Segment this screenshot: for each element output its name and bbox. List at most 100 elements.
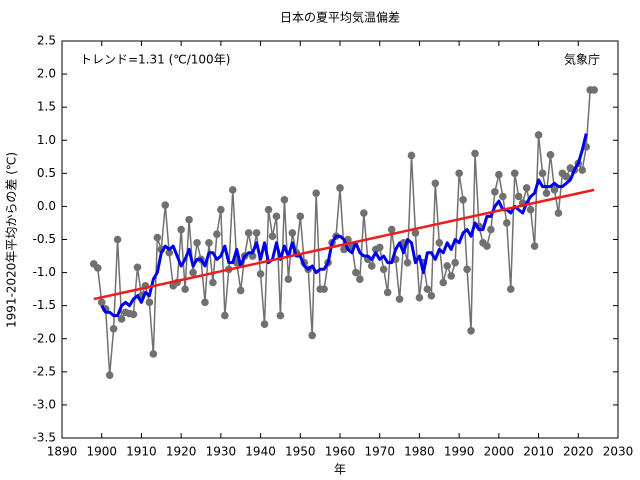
- data-point: [506, 285, 515, 293]
- data-point: [483, 242, 491, 250]
- data-point: [514, 192, 523, 201]
- data-point: [487, 225, 495, 234]
- data-point: [244, 229, 253, 237]
- data-point: [427, 291, 436, 300]
- y-tick-label: -0.5: [33, 232, 56, 246]
- data-point: [463, 265, 471, 274]
- data-point: [352, 268, 360, 277]
- data-point: [213, 230, 221, 239]
- data-point: [522, 184, 531, 192]
- y-tick-label: -2.5: [33, 364, 56, 378]
- data-point: [129, 310, 138, 319]
- data-point: [530, 242, 539, 250]
- data-point: [534, 131, 543, 139]
- data-point: [181, 285, 189, 293]
- y-tick-label: -1.0: [33, 265, 56, 279]
- data-point: [252, 229, 261, 237]
- data-point: [296, 212, 305, 221]
- y-tick-label: 0.0: [37, 199, 56, 213]
- data-point: [383, 288, 392, 297]
- data-point: [439, 278, 448, 287]
- chart-title: 日本の夏平均気温偏差: [280, 10, 400, 25]
- y-tick-label: 0.5: [37, 166, 56, 180]
- data-point: [113, 235, 122, 244]
- data-point: [221, 311, 229, 320]
- data-point: [145, 298, 154, 307]
- data-point: [201, 298, 209, 307]
- data-point: [554, 209, 563, 217]
- x-tick-label: 1950: [285, 445, 316, 459]
- y-tick-label: 1.0: [37, 133, 56, 147]
- data-point: [308, 331, 317, 340]
- data-point: [105, 371, 114, 379]
- data-point: [590, 86, 598, 94]
- data-point: [415, 293, 424, 302]
- y-axis-label: 1991-2020年平均からの差 (℃): [5, 152, 19, 328]
- data-point: [185, 215, 193, 224]
- data-point: [423, 285, 432, 293]
- x-tick-label: 1960: [325, 445, 356, 459]
- data-point: [209, 278, 217, 287]
- data-point: [435, 239, 444, 247]
- data-point: [491, 188, 499, 196]
- data-point: [284, 275, 293, 284]
- x-tick-label: 1890: [47, 445, 78, 459]
- x-tick-label: 1980: [404, 445, 435, 459]
- annotation: 気象庁: [564, 52, 600, 67]
- data-point: [395, 295, 404, 303]
- data-point: [542, 189, 551, 197]
- data-point: [256, 270, 265, 278]
- x-tick-label: 1920: [166, 445, 197, 459]
- data-point: [268, 232, 277, 240]
- data-point: [217, 205, 225, 214]
- data-point: [411, 229, 420, 237]
- y-tick-label: 1.5: [37, 100, 56, 114]
- data-point: [510, 169, 519, 178]
- data-point: [562, 172, 571, 181]
- data-point: [336, 184, 344, 192]
- series-line: [93, 188, 595, 301]
- data-point: [360, 209, 368, 217]
- data-point: [495, 170, 503, 179]
- x-tick-label: 2000: [484, 445, 515, 459]
- series-line: [93, 89, 595, 376]
- annotation: トレンド=1.31 (℃/100年): [80, 53, 230, 67]
- data-point: [550, 186, 559, 194]
- y-tick-label: -2.0: [33, 331, 56, 345]
- x-tick-label: 2030: [603, 445, 634, 459]
- data-point: [312, 189, 320, 197]
- x-tick-label: 1900: [86, 445, 117, 459]
- y-tick-label: -1.5: [33, 298, 56, 312]
- x-tick-label: 1910: [126, 445, 157, 459]
- x-tick-label: 1940: [245, 445, 276, 459]
- x-axis-label: 年: [334, 463, 346, 477]
- x-tick-label: 2020: [563, 445, 594, 459]
- data-point: [375, 243, 384, 252]
- data-point: [356, 275, 364, 284]
- data-point: [189, 268, 197, 277]
- data-point: [387, 225, 396, 234]
- y-tick-label: -3.5: [33, 431, 56, 445]
- x-tick-label: 1990: [444, 445, 475, 459]
- data-point: [459, 196, 467, 204]
- data-point: [471, 149, 479, 158]
- data-point: [117, 315, 126, 323]
- data-point: [503, 219, 511, 227]
- data-point: [272, 212, 281, 221]
- data-point: [431, 179, 440, 188]
- data-point: [260, 320, 269, 328]
- data-point: [538, 169, 547, 178]
- x-tick-label: 2010: [523, 445, 554, 459]
- data-point: [379, 265, 388, 274]
- data-point: [109, 325, 118, 333]
- data-point: [367, 262, 376, 270]
- data-point: [153, 233, 162, 242]
- data-point: [149, 350, 158, 358]
- y-tick-label: 2.5: [37, 34, 56, 48]
- x-tick-label: 1930: [206, 445, 237, 459]
- data-point: [288, 229, 297, 237]
- data-point: [133, 263, 142, 272]
- data-point: [205, 239, 213, 247]
- data-point: [447, 272, 456, 280]
- data-point: [407, 151, 416, 160]
